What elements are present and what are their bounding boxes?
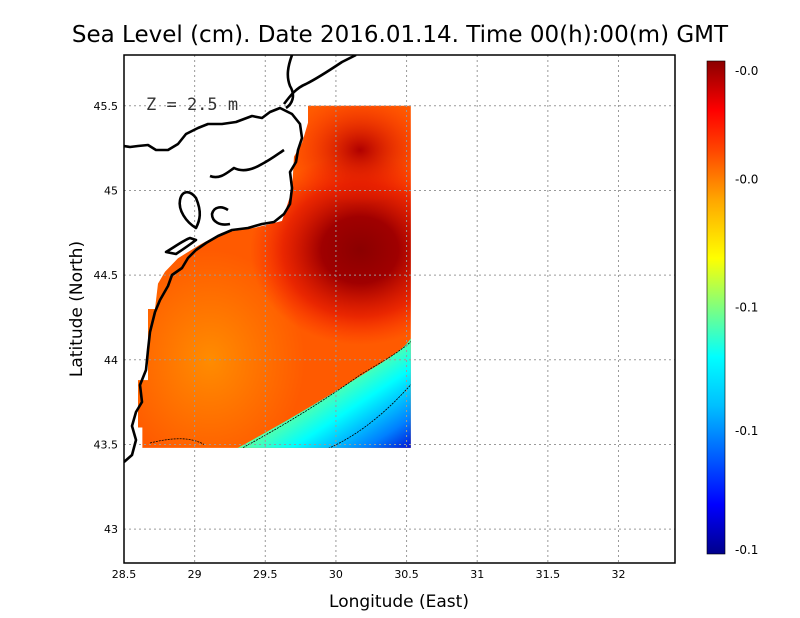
coastline-inlet xyxy=(178,190,202,230)
x-axis-ticks: 28.5 29 29.5 30 30.5 31 31.5 32 xyxy=(112,568,626,581)
colorbar-tick-label: -0.1 xyxy=(735,543,758,557)
y-tick-label: 43.5 xyxy=(94,438,119,451)
coastline-north xyxy=(282,55,357,105)
field-low-region xyxy=(230,330,411,448)
coastline-river xyxy=(209,148,285,179)
contour-line-1 xyxy=(234,337,411,448)
coastline-lagoon xyxy=(164,236,198,256)
y-tick-label: 45.5 xyxy=(94,100,119,113)
coastline xyxy=(124,55,357,463)
coastline-main xyxy=(124,106,304,463)
contour-line-2 xyxy=(319,379,411,448)
x-tick-label: 29.5 xyxy=(253,568,278,581)
y-axis-ticks: 43 43.5 44 44.5 45 45.5 xyxy=(94,100,119,536)
field-north-high xyxy=(290,105,411,205)
x-tick-label: 30 xyxy=(329,568,343,581)
depth-annotation: Z = 2.5 m xyxy=(146,95,238,115)
y-tick-label: 44 xyxy=(104,354,118,367)
contour-lines xyxy=(149,337,411,448)
colorbar: -0.0 -0.0 -0.1 -0.1 -0.1 xyxy=(706,60,758,557)
y-axis-label: Latitude (North) xyxy=(67,241,87,377)
x-axis-label: Longitude (East) xyxy=(329,592,469,612)
y-tick-label: 44.5 xyxy=(94,269,119,282)
x-tick-label: 31 xyxy=(470,568,484,581)
colorbar-tick-label: -0.1 xyxy=(735,301,758,315)
colorbar-bar xyxy=(706,60,726,555)
x-tick-label: 32 xyxy=(611,568,625,581)
field-peak xyxy=(250,155,411,345)
y-tick-label: 43 xyxy=(104,523,118,536)
x-tick-label: 30.5 xyxy=(394,568,419,581)
colorbar-ticks: -0.0 -0.0 -0.1 -0.1 -0.1 xyxy=(735,64,758,557)
x-tick-label: 31.5 xyxy=(536,568,561,581)
x-tick-label: 28.5 xyxy=(112,568,137,581)
plot-frame xyxy=(123,54,676,564)
coastline-inlet-2 xyxy=(210,206,231,226)
y-tick-label: 45 xyxy=(104,184,118,197)
x-tick-label: 29 xyxy=(188,568,202,581)
colorbar-tick-label: -0.1 xyxy=(735,424,758,438)
chart-title: Sea Level (cm). Date 2016.01.14. Time 00… xyxy=(72,22,729,48)
colorbar-tick-label: -0.0 xyxy=(735,64,758,78)
colorbar-tick-label: -0.0 xyxy=(735,172,758,186)
coastline-lake xyxy=(285,55,295,110)
grid-lines xyxy=(124,55,675,563)
contour-line-3 xyxy=(149,438,206,446)
